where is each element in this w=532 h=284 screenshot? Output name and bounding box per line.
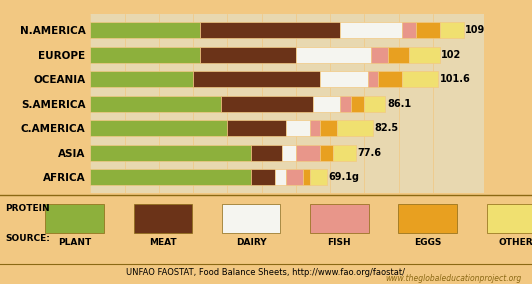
Bar [409,47,439,63]
Bar [227,120,286,136]
Bar [221,96,313,112]
Text: 69.1g: 69.1g [329,172,360,182]
Bar [310,120,320,136]
Text: 102: 102 [442,50,462,60]
Bar [378,71,402,87]
Bar [439,22,463,38]
Bar [364,96,385,112]
Bar [200,47,296,63]
Text: MEAT: MEAT [149,238,177,247]
Bar [90,96,221,112]
Bar [275,169,286,185]
FancyBboxPatch shape [310,204,369,233]
Bar [351,96,364,112]
FancyBboxPatch shape [45,204,104,233]
Bar [251,145,282,160]
Bar [296,47,371,63]
Bar [200,22,340,38]
Text: DAIRY: DAIRY [236,238,267,247]
Bar [90,145,251,160]
Bar [251,169,275,185]
Text: 101.6: 101.6 [440,74,471,84]
Bar [90,22,200,38]
Bar [415,22,439,38]
Text: 77.6: 77.6 [358,148,382,158]
Bar [368,71,378,87]
FancyBboxPatch shape [398,204,457,233]
X-axis label: DAILY GRAMS OF PROTEIN PER CAPITA: DAILY GRAMS OF PROTEIN PER CAPITA [175,216,400,226]
Text: OTHER: OTHER [498,238,532,247]
Bar [282,145,296,160]
Bar [402,71,438,87]
FancyBboxPatch shape [487,204,532,233]
Bar [313,96,340,112]
Text: 109: 109 [466,25,486,35]
Bar [402,22,415,38]
Text: PROTEIN: PROTEIN [5,204,50,213]
Bar [337,120,373,136]
Bar [296,145,320,160]
Bar [90,47,200,63]
Text: FISH: FISH [328,238,351,247]
Bar [90,120,227,136]
Bar [320,71,368,87]
Bar [303,169,310,185]
Bar [193,71,320,87]
Bar [90,71,193,87]
Bar [310,169,327,185]
Text: UNFAO FAOSTAT, Food Balance Sheets, http://www.fao.org/faostat/: UNFAO FAOSTAT, Food Balance Sheets, http… [127,268,405,277]
Bar [340,22,402,38]
Text: EGGS: EGGS [414,238,442,247]
Text: PLANT: PLANT [58,238,91,247]
Text: SOURCE:: SOURCE: [5,234,50,243]
Bar [286,120,310,136]
Bar [388,47,409,63]
FancyBboxPatch shape [222,204,280,233]
Text: 82.5: 82.5 [375,123,398,133]
Bar [286,169,303,185]
Bar [320,120,337,136]
Bar [320,145,334,160]
Text: www.theglobaleducationproject.org: www.theglobaleducationproject.org [385,274,521,283]
Bar [334,145,356,160]
Bar [340,96,351,112]
FancyBboxPatch shape [134,204,192,233]
Text: 86.1: 86.1 [387,99,411,109]
Bar [371,47,388,63]
Bar [90,169,251,185]
